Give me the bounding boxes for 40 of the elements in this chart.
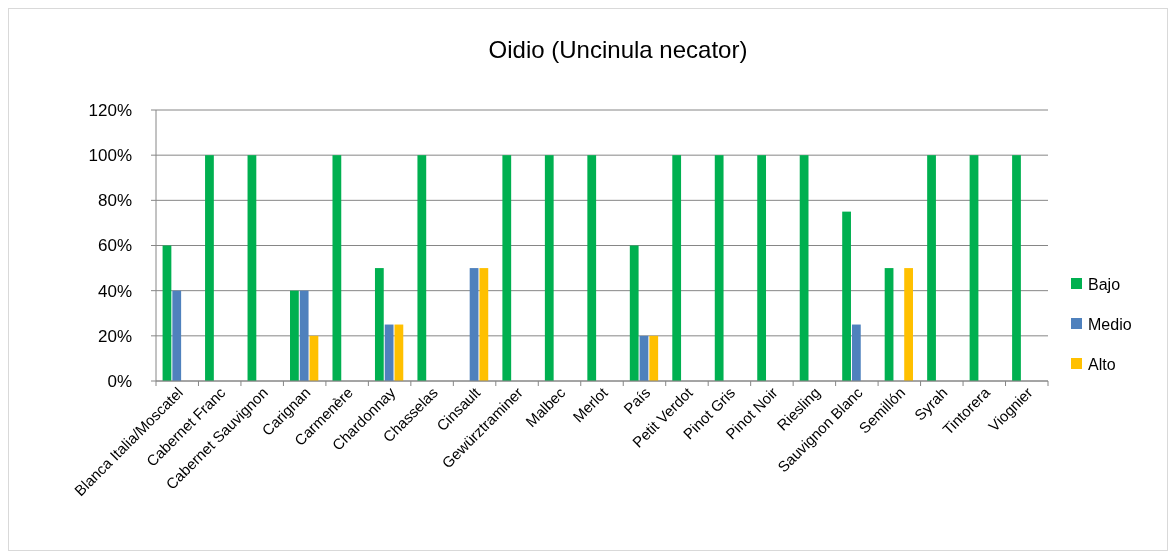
bar: [587, 155, 597, 381]
bar: [162, 245, 172, 381]
legend-label: Medio: [1088, 315, 1132, 333]
bar: [799, 155, 809, 381]
legend-label: Bajo: [1088, 275, 1121, 293]
bar: [1012, 155, 1021, 381]
bar: [904, 268, 913, 381]
bar: [649, 335, 659, 381]
bar: [714, 155, 724, 381]
bar: [672, 155, 682, 381]
y-tick-label: 80%: [97, 191, 132, 211]
bar: [299, 290, 309, 381]
bar: [172, 290, 182, 381]
bar: [969, 155, 979, 381]
chart-title: Oidio (Uncinula necator): [488, 36, 748, 63]
y-tick-label: 40%: [97, 281, 132, 301]
bar: [247, 155, 257, 381]
bar: [205, 155, 214, 381]
bar: [884, 268, 894, 381]
bar: [927, 155, 936, 381]
y-tick-label: 100%: [88, 146, 132, 166]
y-tick-label: 60%: [97, 236, 132, 256]
bar: [544, 155, 554, 381]
y-tick-label: 0%: [107, 371, 132, 391]
legend-label: Alto: [1088, 355, 1116, 373]
bar: [332, 155, 342, 381]
bar: [479, 268, 489, 381]
y-tick-label: 20%: [97, 326, 132, 346]
bar: [290, 290, 299, 381]
bar: [469, 268, 479, 381]
bar: [502, 155, 512, 381]
y-tick-label: 120%: [88, 100, 132, 120]
bar: [374, 268, 384, 381]
bar: [851, 324, 861, 381]
bar: [842, 211, 851, 381]
bar: [417, 155, 427, 381]
bar: [629, 245, 639, 381]
x-tick-label: País: [620, 383, 654, 418]
bar: [757, 155, 767, 381]
bar: [384, 324, 394, 381]
